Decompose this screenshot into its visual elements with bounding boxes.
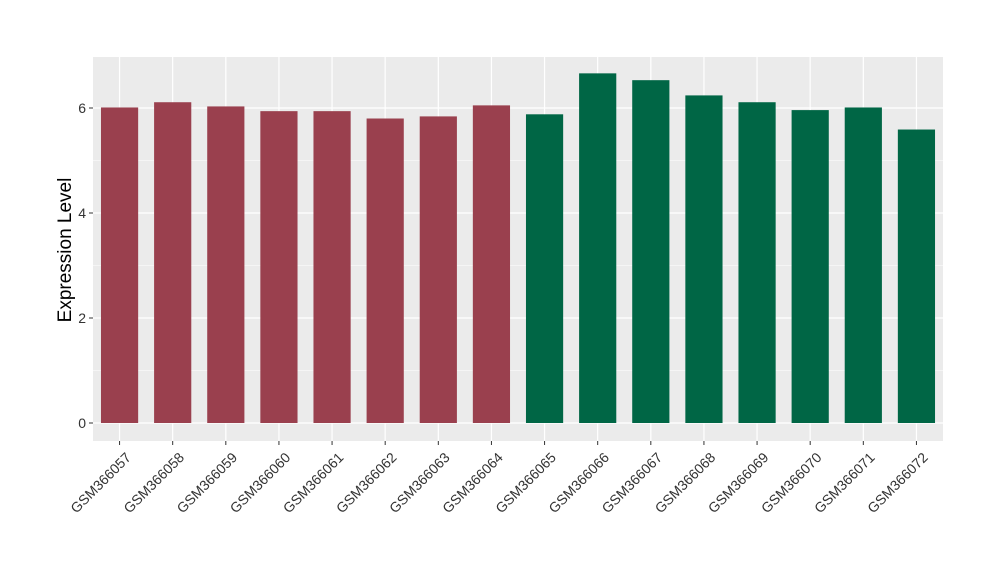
y-tick-label: 6 — [78, 100, 86, 116]
y-axis-title: Expression Level — [55, 178, 76, 323]
y-tick-label: 2 — [78, 310, 86, 326]
bar-gsm366063 — [419, 116, 457, 424]
bar-gsm366065 — [525, 114, 564, 424]
bar-gsm366061 — [313, 111, 351, 424]
bar-gsm366067 — [632, 80, 670, 424]
bar-gsm366060 — [260, 111, 298, 424]
y-tick-label: 0 — [78, 415, 86, 431]
y-axis: 0 2 4 6 — [78, 100, 93, 431]
bar-gsm366059 — [207, 106, 245, 424]
bar-gsm366072 — [897, 129, 936, 423]
bar-gsm366057 — [100, 107, 139, 423]
bars — [100, 73, 936, 424]
bar-gsm366070 — [791, 110, 829, 423]
bar-gsm366064 — [472, 105, 511, 423]
x-axis: GSM366057GSM366058GSM366059GSM366060GSM3… — [67, 441, 931, 516]
bar-gsm366062 — [366, 118, 404, 423]
bar-gsm366058 — [154, 102, 192, 423]
y-tick-label: 4 — [78, 205, 86, 221]
bar-gsm366069 — [738, 102, 776, 423]
bar-gsm366066 — [579, 73, 617, 423]
bar-gsm366071 — [844, 107, 882, 423]
bar-gsm366068 — [685, 95, 723, 424]
